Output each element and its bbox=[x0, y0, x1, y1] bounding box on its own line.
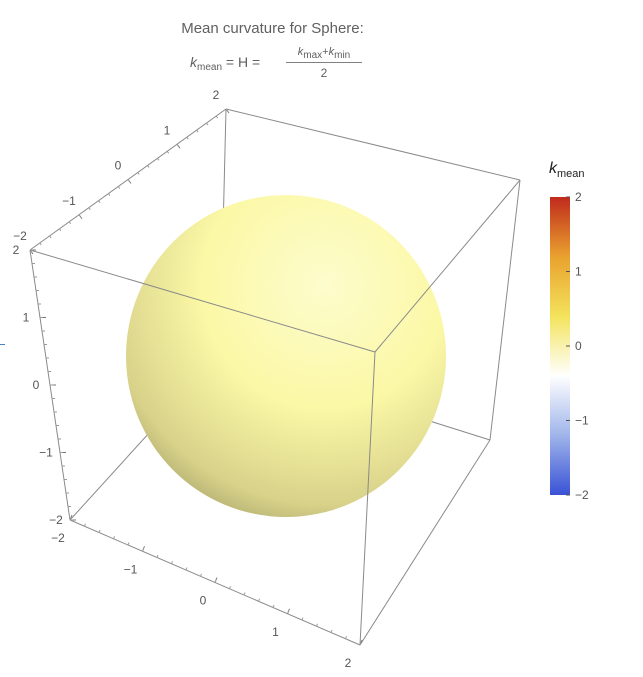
x-axis-minor-tick bbox=[176, 143, 179, 147]
box-edge bbox=[359, 439, 491, 646]
colorbar-tick-label: −2 bbox=[575, 488, 589, 502]
y-axis-minor-tick bbox=[156, 554, 159, 558]
formula-fraction: kmax+kmin 2 bbox=[286, 46, 362, 80]
x-axis-tick-label: 0 bbox=[115, 159, 122, 173]
colorbar-tick-label: 0 bbox=[575, 339, 582, 353]
formula-k-max-symbol: k bbox=[297, 46, 304, 58]
y-axis-minor-tick bbox=[272, 604, 275, 608]
box-edge bbox=[374, 179, 521, 353]
colorbar-tick-label: 1 bbox=[575, 265, 582, 279]
y-axis-minor-tick bbox=[84, 523, 86, 527]
x-axis-minor-tick bbox=[166, 151, 170, 154]
y-axis-minor-tick bbox=[287, 611, 289, 614]
y-axis-minor-tick bbox=[214, 579, 217, 583]
x-axis-minor-tick bbox=[88, 207, 91, 210]
y-axis-minor-tick bbox=[113, 536, 115, 539]
x-axis-minor-tick bbox=[186, 136, 189, 140]
box-edge bbox=[29, 249, 376, 353]
mean-curvature-formula: kmean = H = kmax+kmin 2 bbox=[190, 46, 380, 92]
chart-title: Mean curvature for Sphere: bbox=[181, 20, 364, 37]
y-axis-minor-tick bbox=[330, 629, 333, 633]
x-axis-minor-tick bbox=[156, 158, 160, 161]
formula-numerator: kmax+kmin bbox=[286, 46, 362, 63]
y-axis-tick-label: 1 bbox=[272, 625, 279, 639]
formula-equals-h: = H = bbox=[222, 54, 261, 70]
x-axis-minor-tick bbox=[147, 165, 150, 168]
y-axis-minor-tick bbox=[142, 548, 144, 552]
side-marker bbox=[0, 344, 5, 345]
z-axis-tick-label: 2 bbox=[13, 243, 20, 257]
x-axis-minor-tick bbox=[137, 172, 140, 175]
x-axis-tick-label: 1 bbox=[164, 123, 171, 137]
colorbar-tick-label: −1 bbox=[575, 414, 589, 428]
formula-k-min-subscript: min bbox=[334, 50, 351, 61]
x-axis-minor-tick bbox=[196, 129, 199, 133]
y-axis-minor-tick bbox=[200, 573, 202, 577]
box-edge bbox=[359, 351, 376, 646]
y-axis-minor-tick bbox=[98, 529, 101, 533]
z-axis-tick-label: 0 bbox=[33, 378, 40, 392]
y-axis-minor-tick bbox=[243, 592, 246, 596]
y-axis-tick-label: −2 bbox=[51, 531, 65, 545]
y-axis-minor-tick bbox=[229, 586, 231, 589]
y-axis-minor-tick bbox=[301, 617, 304, 621]
y-axis-tick-label: 0 bbox=[200, 594, 207, 608]
x-axis-minor-tick bbox=[78, 214, 81, 218]
colorbar-label: kmean bbox=[549, 160, 585, 180]
z-axis-tick-label: 1 bbox=[23, 311, 30, 325]
z-axis-tick-label: −2 bbox=[49, 513, 63, 527]
x-axis-minor-tick bbox=[108, 193, 111, 196]
x-axis-minor-tick bbox=[225, 108, 228, 112]
x-axis-tick-label: 2 bbox=[213, 88, 220, 102]
x-axis-minor-tick bbox=[39, 242, 42, 246]
x-axis-minor-tick bbox=[127, 179, 130, 182]
formula-k-min-symbol: k bbox=[328, 46, 335, 58]
x-axis-minor-tick bbox=[59, 228, 62, 232]
box-edge bbox=[489, 179, 521, 441]
y-axis-minor-tick bbox=[316, 623, 318, 627]
y-axis-minor-tick bbox=[359, 642, 362, 646]
y-axis-minor-tick bbox=[185, 567, 188, 571]
formula-k-subscript: mean bbox=[197, 62, 223, 73]
y-axis-minor-tick bbox=[127, 542, 130, 546]
y-axis-minor-tick bbox=[171, 561, 173, 564]
formula-k-symbol: k bbox=[190, 54, 197, 70]
formula-plus: + bbox=[322, 46, 329, 58]
x-axis-tick-label: −2 bbox=[13, 229, 27, 243]
x-axis-minor-tick bbox=[117, 186, 121, 189]
formula-denominator: 2 bbox=[320, 66, 328, 80]
y-axis-minor-tick bbox=[345, 636, 347, 639]
z-axis-tick-label: −1 bbox=[39, 446, 53, 460]
x-axis-minor-tick bbox=[49, 235, 52, 239]
x-axis-minor-tick bbox=[98, 200, 101, 203]
formula-lhs: kmean = H = bbox=[190, 54, 260, 73]
y-axis-minor-tick bbox=[258, 598, 260, 602]
x-axis-minor-tick bbox=[205, 122, 209, 126]
colorbar-k-subscript: mean bbox=[557, 168, 585, 180]
x-axis-minor-tick bbox=[215, 115, 219, 119]
colorbar-k-symbol: k bbox=[549, 160, 557, 177]
colorbar bbox=[550, 197, 570, 495]
box-edge bbox=[225, 108, 521, 181]
y-axis-tick-label: −1 bbox=[124, 562, 138, 576]
y-axis-tick-label: 2 bbox=[345, 656, 352, 670]
formula-k-max-subscript: max bbox=[303, 50, 323, 61]
x-axis-minor-tick bbox=[68, 221, 72, 225]
x-axis-tick-label: −1 bbox=[62, 194, 76, 208]
sphere-surface bbox=[126, 195, 446, 517]
colorbar-tick-label: 2 bbox=[575, 190, 582, 204]
